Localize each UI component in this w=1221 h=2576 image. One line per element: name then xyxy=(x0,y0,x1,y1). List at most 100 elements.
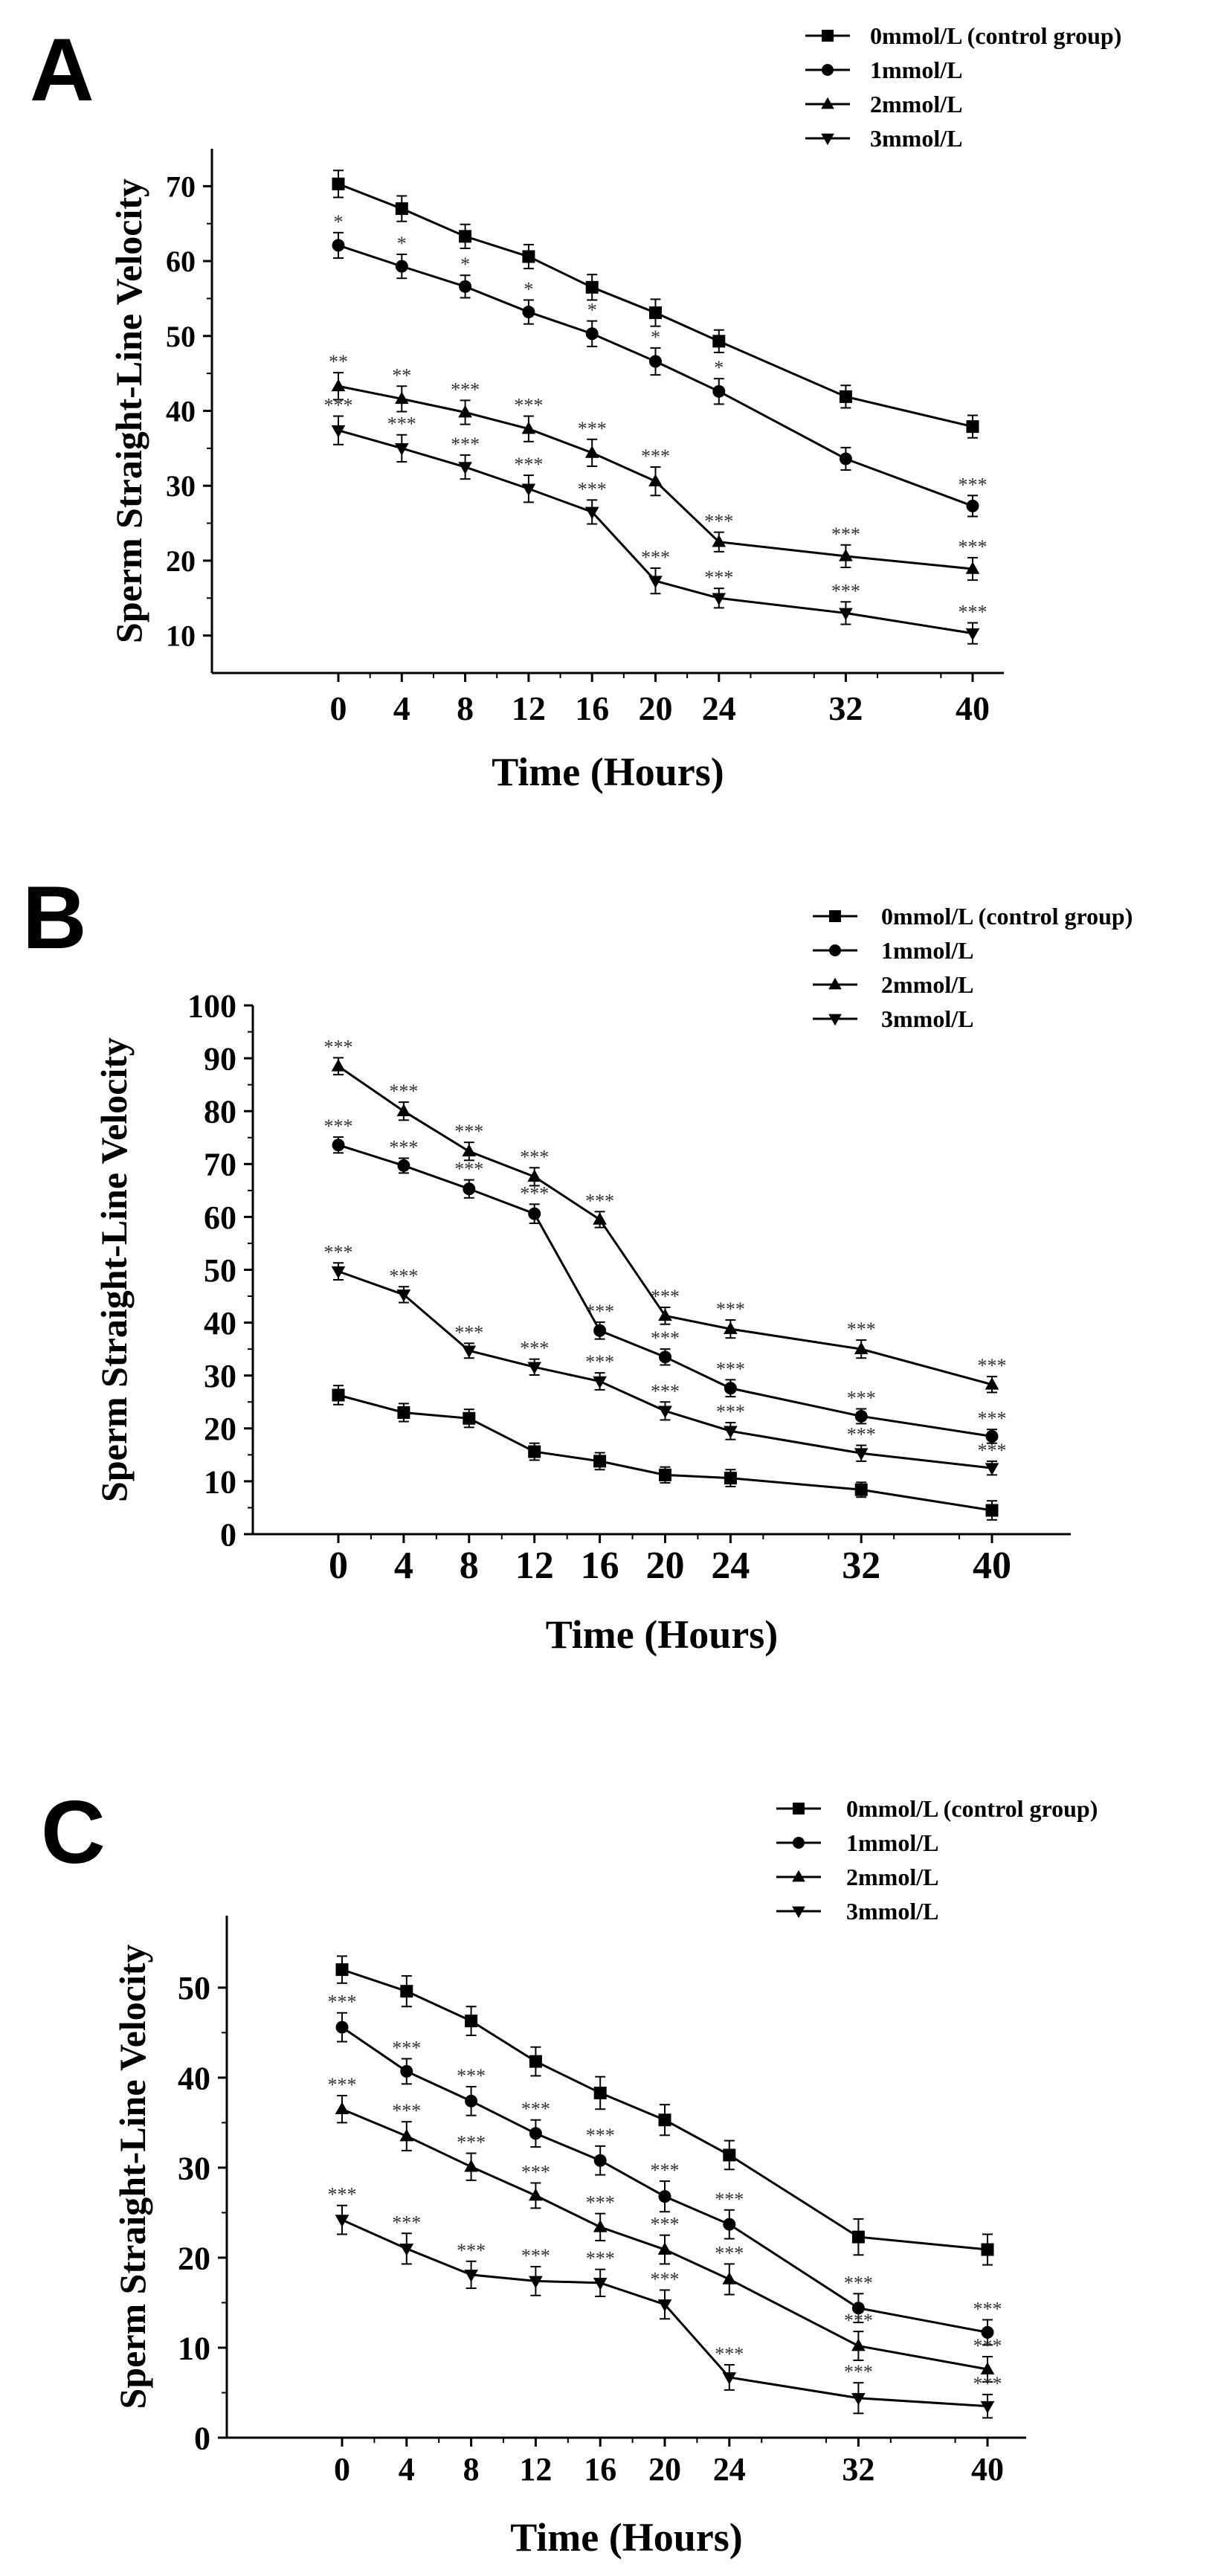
panel-letter: A xyxy=(30,20,94,120)
x-tick-label: 16 xyxy=(575,689,609,727)
data-point xyxy=(966,499,979,512)
x-tick-label: 32 xyxy=(828,689,863,727)
significance-label: *** xyxy=(973,2373,1002,2395)
significance-label: * xyxy=(460,254,470,275)
data-point xyxy=(458,462,472,474)
x-tick-label: 40 xyxy=(973,1545,1011,1587)
significance-label: *** xyxy=(392,2100,421,2122)
significance-label: * xyxy=(587,300,597,321)
significance-label: *** xyxy=(651,2269,680,2290)
significance-label: *** xyxy=(586,2248,615,2270)
data-point xyxy=(529,2188,543,2201)
data-point xyxy=(723,2148,736,2162)
x-tick-label: 24 xyxy=(713,2451,746,2488)
data-point xyxy=(394,391,409,405)
y-axis-title: Sperm Straight-Line Velocity xyxy=(108,178,149,643)
significance-label: *** xyxy=(457,2132,486,2154)
x-tick-label: 12 xyxy=(512,689,546,727)
significance-label: *** xyxy=(389,1136,418,1158)
data-point xyxy=(724,1382,737,1395)
data-point xyxy=(462,1144,477,1157)
x-tick-label: 12 xyxy=(519,2451,552,2488)
x-axis-title: Time (Hours) xyxy=(510,2515,742,2560)
data-point xyxy=(593,2086,607,2099)
legend-label: 3mmol/L xyxy=(870,125,962,152)
significance-label: * xyxy=(397,233,407,254)
significance-label: *** xyxy=(520,1338,549,1359)
significance-label: *** xyxy=(324,1241,353,1263)
data-point xyxy=(529,2127,542,2140)
data-point xyxy=(659,1468,671,1481)
significance-label: *** xyxy=(324,1036,353,1057)
x-tick-label: 40 xyxy=(956,689,990,727)
y-tick-label: 10 xyxy=(166,619,196,653)
series-4: *** *** *** *** *** *** *** *** *** xyxy=(324,1241,1007,1476)
significance-label: *** xyxy=(651,1380,680,1402)
significance-label: * xyxy=(714,357,724,379)
y-axis-title: Sperm Straight-Line Velocity xyxy=(112,1945,153,2409)
significance-label: *** xyxy=(651,2160,680,2181)
data-point xyxy=(712,534,727,547)
y-tick-label: 40 xyxy=(178,2060,210,2096)
data-point xyxy=(396,1289,411,1302)
significance-label: *** xyxy=(392,2212,421,2233)
data-point xyxy=(854,1342,869,1354)
significance-label: *** xyxy=(514,454,543,475)
data-point xyxy=(332,1139,345,1152)
significance-label: *** xyxy=(324,395,353,416)
y-tick-label: 20 xyxy=(204,1411,236,1447)
data-point xyxy=(331,379,346,392)
y-tick-label: 30 xyxy=(204,1358,236,1394)
legend: 0mmol/L (control group) 1mmol/L 2mmol/L 3mm… xyxy=(813,903,1133,1032)
series-3: *** *** *** *** *** *** *** *** *** xyxy=(324,1036,1007,1394)
data-point xyxy=(462,1345,477,1359)
data-point xyxy=(397,1159,410,1172)
significance-label: *** xyxy=(844,2310,873,2331)
data-point xyxy=(528,1445,541,1458)
data-point xyxy=(463,1411,476,1425)
data-point xyxy=(335,1963,349,1977)
significance-label: *** xyxy=(578,478,607,500)
x-tick-label: 32 xyxy=(842,2451,874,2488)
significance-label: *** xyxy=(959,536,988,558)
significance-label: *** xyxy=(454,1159,483,1180)
x-tick-label: 20 xyxy=(646,1545,685,1587)
x-tick-label: 24 xyxy=(711,1545,750,1587)
legend-label: 1mmol/L xyxy=(870,57,962,83)
data-point xyxy=(851,2302,865,2315)
significance-label: *** xyxy=(847,1424,876,1446)
significance-label: *** xyxy=(578,418,607,439)
legend-label: 0mmol/L (control group) xyxy=(846,1795,1098,1822)
data-point xyxy=(657,2242,672,2255)
data-point xyxy=(522,250,535,263)
y-tick-label: 40 xyxy=(204,1305,236,1342)
data-point xyxy=(464,2159,478,2172)
significance-label: *** xyxy=(844,2361,873,2383)
data-point xyxy=(593,1324,607,1337)
data-point xyxy=(522,306,535,319)
x-tick-label: 0 xyxy=(330,689,347,727)
legend-marker xyxy=(793,1837,805,1849)
significance-label: *** xyxy=(973,2335,1002,2357)
data-point xyxy=(400,1985,413,1998)
data-point xyxy=(593,2278,608,2290)
x-tick-label: 4 xyxy=(399,2451,415,2488)
x-tick-label: 16 xyxy=(581,1545,619,1587)
data-point xyxy=(335,2102,349,2115)
significance-label: *** xyxy=(457,2240,486,2261)
x-tick-label: 20 xyxy=(648,2451,681,2488)
significance-label: *** xyxy=(641,547,670,568)
data-point xyxy=(463,1182,476,1196)
legend-label: 0mmol/L (control group) xyxy=(881,903,1133,930)
series-4: *** *** *** *** *** *** *** *** *** xyxy=(328,2184,1002,2419)
series-4: *** *** *** *** *** *** *** *** *** xyxy=(324,395,988,645)
data-point xyxy=(965,561,980,574)
significance-label: * xyxy=(651,326,660,348)
significance-label: *** xyxy=(586,2192,615,2214)
data-point xyxy=(648,474,663,486)
series-2: *** *** *** *** *** *** *** *** *** xyxy=(324,1115,1007,1444)
data-point xyxy=(529,2055,542,2068)
legend-marker xyxy=(822,30,834,42)
panel-letter: C xyxy=(41,1783,106,1882)
